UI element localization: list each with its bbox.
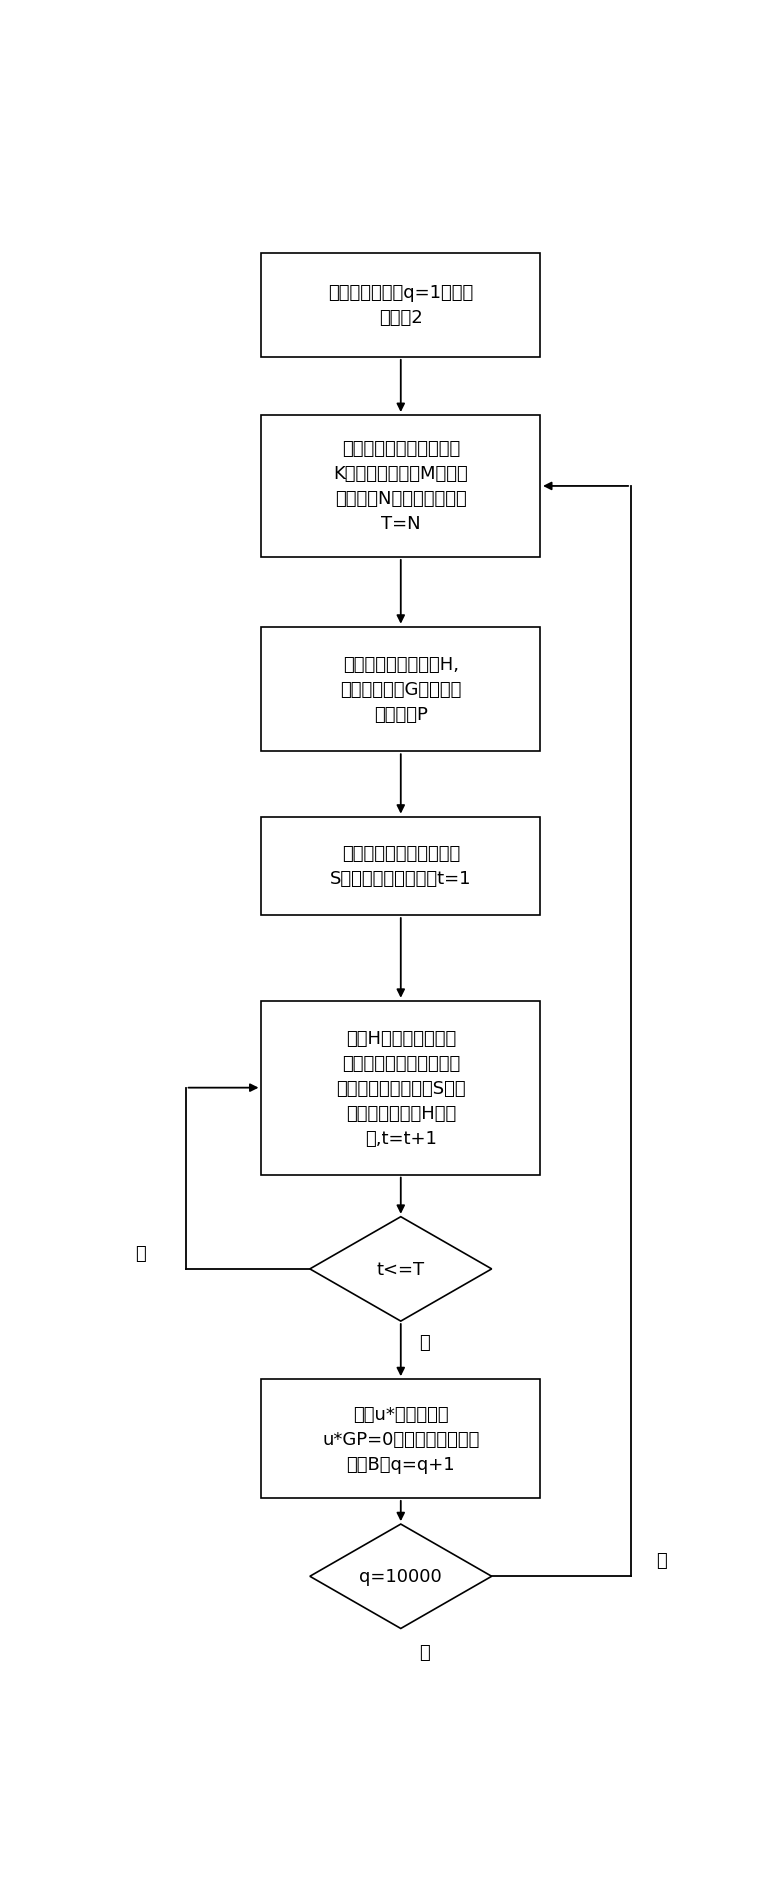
Text: q=10000: q=10000 — [360, 1568, 442, 1585]
Text: 初始化每个小区的用户数
K，基站天线数量M，用户
天线数量N，选择天线数量
T=N: 初始化每个小区的用户数 K，基站天线数量M，用户 天线数量N，选择天线数量 T=… — [333, 440, 468, 533]
Text: 初始化小区信道矩阵H,
干扰信道矩阵G，后置预
编码矩阵P: 初始化小区信道矩阵H, 干扰信道矩阵G，后置预 编码矩阵P — [340, 655, 461, 723]
Text: 初始化迭代次数q=1；小区
数量为2: 初始化迭代次数q=1；小区 数量为2 — [328, 284, 473, 327]
Bar — [261, 416, 540, 557]
Text: 计算u*，满足式子
u*GP=0；计算前置预编码
矩阵B，q=q+1: 计算u*，满足式子 u*GP=0；计算前置预编码 矩阵B，q=q+1 — [322, 1404, 479, 1474]
Text: 是: 是 — [419, 1643, 429, 1662]
Text: 计算H的每个列向量范
数，选择范数最大的列对
应的天线，加入集合S中，
并将该列向量从H中删
除,t=t+1: 计算H的每个列向量范 数，选择范数最大的列对 应的天线，加入集合S中， 并将该列… — [336, 1029, 465, 1146]
Polygon shape — [310, 1524, 492, 1628]
Polygon shape — [310, 1218, 492, 1321]
Text: 是: 是 — [135, 1244, 145, 1263]
Text: 否: 否 — [656, 1551, 667, 1570]
Bar — [261, 254, 540, 358]
Text: t<=T: t<=T — [377, 1261, 425, 1278]
Bar — [261, 1001, 540, 1174]
Text: 否: 否 — [419, 1332, 429, 1351]
Bar — [261, 1380, 540, 1498]
Bar — [261, 817, 540, 917]
Bar — [261, 627, 540, 753]
Text: 初始化基站选择天线集合
S，天线选择迭代次数t=1: 初始化基站选择天线集合 S，天线选择迭代次数t=1 — [330, 845, 472, 888]
